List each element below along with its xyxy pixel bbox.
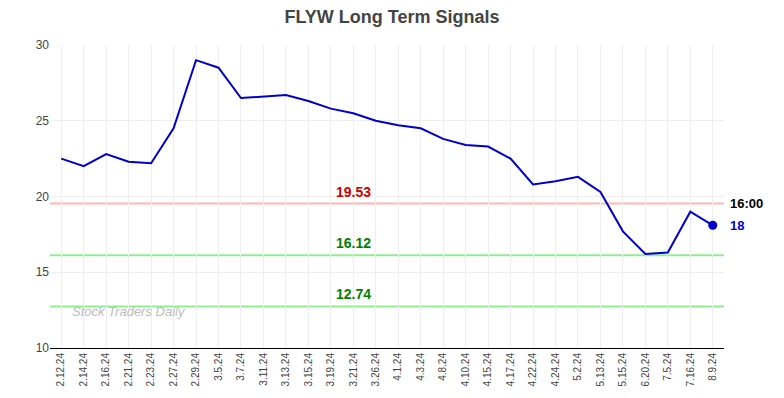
svg-text:19.53: 19.53 bbox=[336, 184, 371, 200]
svg-text:5.13.24: 5.13.24 bbox=[595, 353, 606, 387]
svg-text:4.24.24: 4.24.24 bbox=[550, 353, 561, 387]
svg-text:8.9.24: 8.9.24 bbox=[707, 353, 718, 381]
svg-text:3.15.24: 3.15.24 bbox=[303, 353, 314, 387]
svg-text:4.8.24: 4.8.24 bbox=[437, 353, 448, 381]
svg-text:16.12: 16.12 bbox=[336, 235, 371, 251]
svg-text:3.11.24: 3.11.24 bbox=[258, 353, 269, 386]
svg-text:18: 18 bbox=[730, 218, 744, 233]
svg-text:4.15.24: 4.15.24 bbox=[482, 353, 493, 387]
svg-text:2.23.24: 2.23.24 bbox=[145, 353, 156, 387]
svg-text:2.14.24: 2.14.24 bbox=[78, 353, 89, 387]
svg-text:3.21.24: 3.21.24 bbox=[348, 353, 359, 387]
svg-text:25: 25 bbox=[36, 114, 50, 128]
svg-text:15: 15 bbox=[36, 265, 50, 279]
svg-text:4.17.24: 4.17.24 bbox=[505, 353, 516, 387]
svg-text:12.74: 12.74 bbox=[336, 286, 371, 302]
svg-text:FLYW Long Term Signals: FLYW Long Term Signals bbox=[284, 7, 499, 27]
svg-text:2.29.24: 2.29.24 bbox=[190, 353, 201, 387]
svg-text:3.7.24: 3.7.24 bbox=[235, 353, 246, 381]
svg-text:2.27.24: 2.27.24 bbox=[168, 353, 179, 387]
svg-text:7.16.24: 7.16.24 bbox=[685, 353, 696, 387]
svg-text:2.12.24: 2.12.24 bbox=[55, 353, 66, 387]
svg-text:7.5.24: 7.5.24 bbox=[662, 353, 673, 381]
svg-text:4.3.24: 4.3.24 bbox=[415, 353, 426, 381]
svg-text:4.22.24: 4.22.24 bbox=[527, 353, 538, 387]
svg-text:Stock Traders Daily: Stock Traders Daily bbox=[72, 304, 186, 319]
svg-text:5.2.24: 5.2.24 bbox=[572, 353, 583, 381]
svg-text:10: 10 bbox=[36, 341, 50, 355]
svg-text:3.19.24: 3.19.24 bbox=[325, 353, 336, 387]
svg-text:3.26.24: 3.26.24 bbox=[370, 353, 381, 387]
svg-text:4.10.24: 4.10.24 bbox=[460, 353, 471, 387]
svg-text:6.20.24: 6.20.24 bbox=[640, 353, 651, 387]
svg-text:3.5.24: 3.5.24 bbox=[213, 353, 224, 381]
svg-text:16:00: 16:00 bbox=[730, 196, 763, 211]
svg-text:2.16.24: 2.16.24 bbox=[100, 353, 111, 387]
svg-text:20: 20 bbox=[36, 190, 50, 204]
svg-text:3.13.24: 3.13.24 bbox=[280, 353, 291, 387]
svg-text:2.21.24: 2.21.24 bbox=[123, 353, 134, 387]
svg-text:5.15.24: 5.15.24 bbox=[617, 353, 628, 387]
svg-text:4.1.24: 4.1.24 bbox=[392, 353, 403, 381]
svg-text:30: 30 bbox=[36, 38, 50, 52]
